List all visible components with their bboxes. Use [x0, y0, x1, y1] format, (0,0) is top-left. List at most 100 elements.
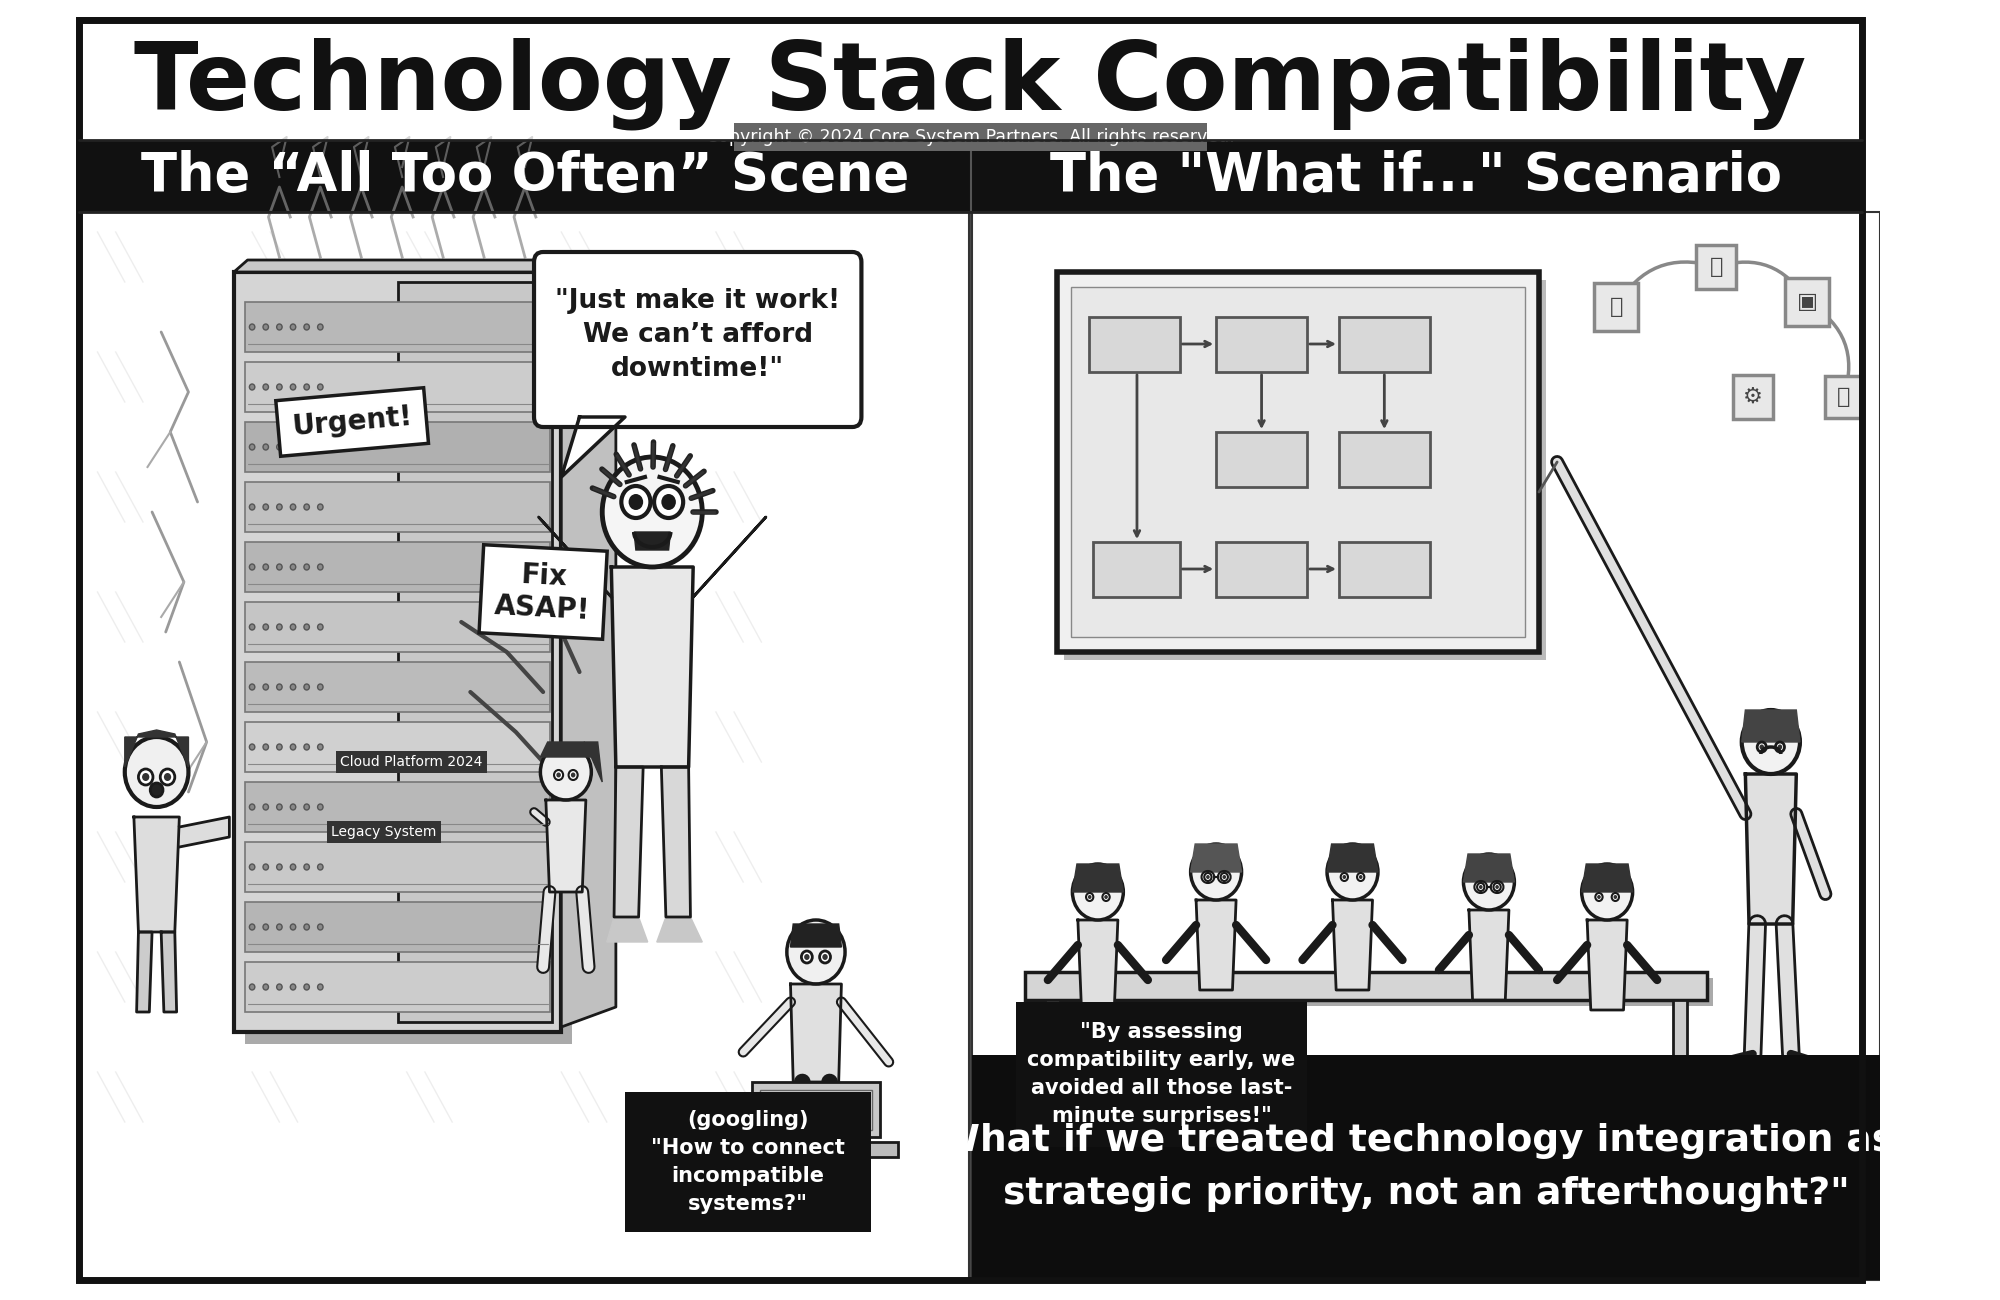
Circle shape [1086, 893, 1094, 901]
Circle shape [250, 624, 254, 630]
Circle shape [1204, 874, 1212, 881]
Circle shape [318, 924, 324, 930]
Circle shape [264, 803, 268, 810]
Circle shape [1478, 883, 1484, 890]
Circle shape [304, 684, 310, 690]
Circle shape [1598, 894, 1600, 900]
FancyBboxPatch shape [1338, 432, 1430, 488]
Circle shape [290, 564, 296, 569]
Circle shape [318, 324, 324, 330]
FancyBboxPatch shape [244, 962, 550, 1011]
Polygon shape [606, 916, 648, 942]
Circle shape [1760, 745, 1764, 750]
Polygon shape [1196, 900, 1236, 991]
Circle shape [822, 954, 828, 959]
Circle shape [250, 445, 254, 450]
FancyBboxPatch shape [244, 542, 550, 592]
FancyBboxPatch shape [1338, 542, 1430, 597]
Polygon shape [1742, 710, 1800, 742]
Text: "Just make it work!
We can’t afford
downtime!": "Just make it work! We can’t afford down… [556, 287, 840, 381]
FancyBboxPatch shape [972, 1056, 1880, 1280]
FancyBboxPatch shape [1696, 244, 1736, 289]
Polygon shape [790, 984, 842, 1082]
Circle shape [304, 924, 310, 930]
FancyBboxPatch shape [234, 272, 562, 1032]
Text: Cloud Platform 2024: Cloud Platform 2024 [340, 755, 482, 770]
Circle shape [264, 924, 268, 930]
Circle shape [1358, 874, 1364, 881]
Circle shape [290, 384, 296, 390]
Circle shape [622, 486, 650, 517]
Circle shape [264, 624, 268, 630]
Polygon shape [540, 742, 592, 757]
Circle shape [250, 744, 254, 750]
FancyBboxPatch shape [244, 842, 550, 892]
Circle shape [602, 458, 702, 567]
FancyBboxPatch shape [80, 140, 1862, 212]
FancyBboxPatch shape [1094, 542, 1180, 597]
Circle shape [554, 770, 564, 780]
Circle shape [1206, 875, 1210, 879]
Circle shape [250, 324, 254, 330]
Polygon shape [562, 417, 624, 477]
FancyBboxPatch shape [244, 361, 550, 412]
FancyBboxPatch shape [1026, 972, 1708, 1000]
Circle shape [264, 564, 268, 569]
Circle shape [304, 324, 310, 330]
Text: (googling)
"How to connect
incompatible
systems?": (googling) "How to connect incompatible … [650, 1110, 844, 1214]
FancyBboxPatch shape [244, 902, 550, 952]
Polygon shape [1464, 854, 1514, 881]
Circle shape [786, 920, 846, 984]
FancyBboxPatch shape [1064, 280, 1546, 660]
Circle shape [264, 864, 268, 870]
Circle shape [318, 864, 324, 870]
Circle shape [276, 744, 282, 750]
Circle shape [290, 984, 296, 991]
Circle shape [150, 783, 162, 797]
Text: Technology Stack Compatibility: Technology Stack Compatibility [134, 38, 1806, 130]
FancyBboxPatch shape [1046, 1000, 1060, 1060]
FancyBboxPatch shape [734, 124, 1208, 151]
Circle shape [264, 324, 268, 330]
Circle shape [276, 504, 282, 510]
FancyBboxPatch shape [1338, 317, 1430, 372]
FancyBboxPatch shape [244, 422, 550, 472]
Circle shape [318, 564, 324, 569]
Polygon shape [1588, 920, 1628, 1010]
Circle shape [142, 774, 150, 781]
Circle shape [1758, 742, 1766, 751]
Circle shape [264, 445, 268, 450]
FancyBboxPatch shape [1786, 278, 1830, 326]
FancyBboxPatch shape [1016, 1002, 1308, 1147]
Circle shape [1104, 894, 1108, 900]
Circle shape [250, 504, 254, 510]
Circle shape [304, 445, 310, 450]
Text: Urgent!: Urgent! [290, 403, 414, 441]
FancyBboxPatch shape [1070, 287, 1526, 637]
FancyBboxPatch shape [972, 212, 1880, 1280]
Circle shape [628, 494, 644, 510]
Text: Copyright © 2024 Core System Partners. All rights reserved.: Copyright © 2024 Core System Partners. A… [706, 127, 1234, 146]
Circle shape [304, 564, 310, 569]
FancyBboxPatch shape [760, 1089, 872, 1130]
Circle shape [304, 624, 310, 630]
Polygon shape [1072, 864, 1124, 892]
Circle shape [264, 984, 268, 991]
Polygon shape [124, 731, 188, 767]
Circle shape [568, 770, 578, 780]
Circle shape [264, 384, 268, 390]
FancyBboxPatch shape [244, 482, 550, 532]
FancyBboxPatch shape [1732, 374, 1772, 419]
Circle shape [160, 770, 174, 785]
Circle shape [304, 744, 310, 750]
Polygon shape [694, 517, 766, 597]
FancyBboxPatch shape [244, 662, 550, 712]
Polygon shape [546, 800, 586, 892]
Circle shape [276, 984, 282, 991]
Circle shape [1222, 875, 1226, 879]
Polygon shape [1190, 844, 1242, 872]
Circle shape [804, 954, 810, 959]
Circle shape [1614, 894, 1618, 900]
Circle shape [654, 486, 684, 517]
Circle shape [1612, 893, 1618, 901]
